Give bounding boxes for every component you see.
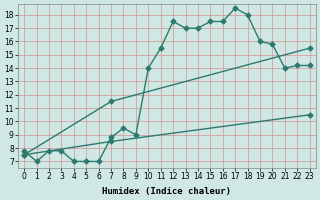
- X-axis label: Humidex (Indice chaleur): Humidex (Indice chaleur): [102, 187, 231, 196]
